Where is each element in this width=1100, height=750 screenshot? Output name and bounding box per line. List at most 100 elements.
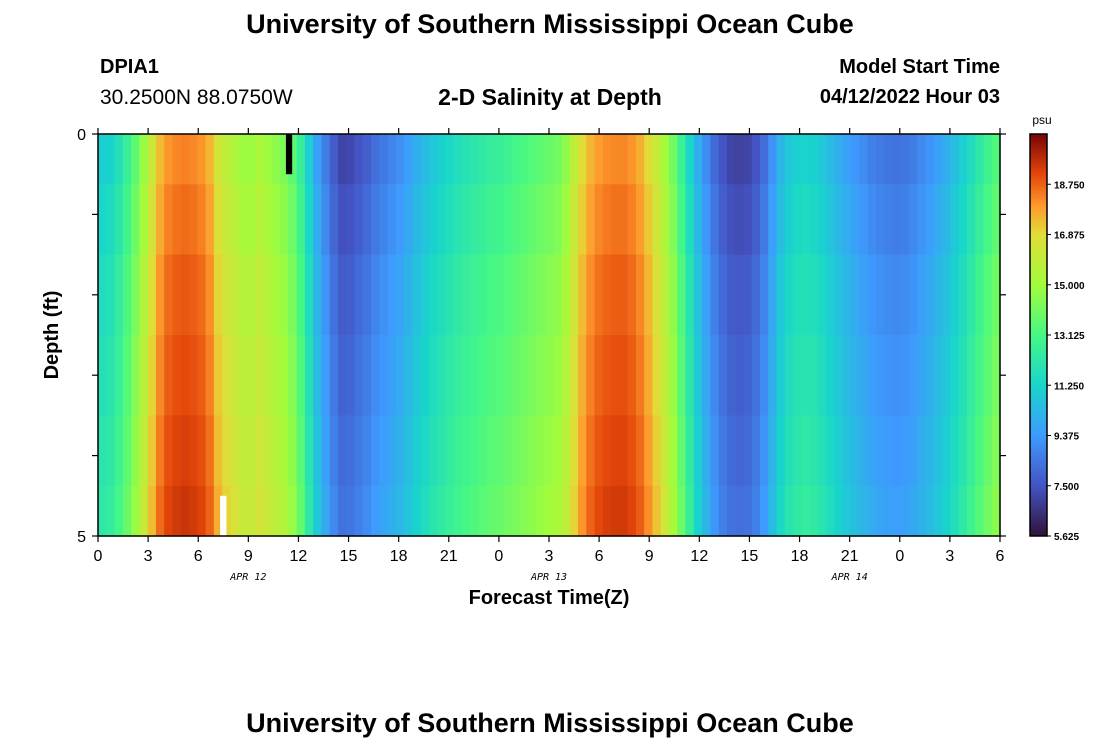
heatmap-cell xyxy=(246,254,256,336)
heatmap-cell xyxy=(280,134,289,185)
heatmap-cell xyxy=(859,415,869,487)
heatmap-cell xyxy=(875,184,885,256)
heatmap-cell xyxy=(760,184,769,256)
date-label: APR 12 xyxy=(229,572,266,583)
heatmap-cell xyxy=(147,415,157,487)
heatmap-cell xyxy=(594,335,604,416)
heatmap-cell xyxy=(313,335,323,416)
heatmap-cell xyxy=(942,184,951,256)
heatmap-cell xyxy=(776,134,786,185)
heatmap-cell xyxy=(429,485,438,537)
heatmap-cell xyxy=(801,134,811,185)
heatmap-cell xyxy=(205,335,215,416)
heatmap-cell xyxy=(908,485,918,537)
heatmap-cell xyxy=(760,254,769,336)
heatmap-cell xyxy=(197,485,207,537)
heatmap-cell xyxy=(288,254,298,336)
heatmap-cell xyxy=(677,184,687,256)
heatmap-cell xyxy=(371,254,380,336)
heatmap-cell xyxy=(793,415,802,487)
heatmap-cell xyxy=(718,134,728,185)
heatmap-cell xyxy=(189,134,198,185)
heatmap-cell xyxy=(586,254,596,336)
heatmap-cell xyxy=(710,134,720,185)
heatmap-cell xyxy=(577,415,587,487)
heatmap-cell xyxy=(445,335,455,416)
heatmap-cell xyxy=(685,254,695,336)
heatmap-cell xyxy=(147,184,157,256)
heatmap-cell xyxy=(718,415,728,487)
heatmap-cell xyxy=(495,254,505,336)
heatmap-cell xyxy=(404,335,414,416)
heatmap-cell xyxy=(98,254,107,336)
colorbar-gradient xyxy=(1029,133,1048,537)
heatmap-cell xyxy=(743,134,753,185)
heatmap-cell xyxy=(594,254,604,336)
heatmap-cell xyxy=(122,485,132,537)
heatmap-cell xyxy=(304,254,314,336)
heatmap-cell xyxy=(271,485,281,537)
heatmap-cell xyxy=(884,254,894,336)
heatmap-cell xyxy=(147,335,157,416)
heatmap-cell xyxy=(594,134,604,185)
heatmap-cell xyxy=(933,134,943,185)
heatmap-cell xyxy=(437,485,447,537)
station-id: DPIA1 xyxy=(100,56,159,78)
heatmap-cell xyxy=(420,184,430,256)
heatmap-cell xyxy=(660,335,670,416)
heatmap-cell xyxy=(395,254,405,336)
heatmap-cell xyxy=(486,335,496,416)
heatmap-cell xyxy=(925,184,935,256)
heatmap-cell xyxy=(213,335,223,416)
heatmap-cell xyxy=(702,485,711,537)
heatmap-cell xyxy=(478,485,488,537)
heatmap-cell xyxy=(180,415,190,487)
colorbar-tick-label: 13.125 xyxy=(1054,331,1085,342)
heatmap-cell xyxy=(842,335,852,416)
heatmap-cell xyxy=(867,335,877,416)
heatmap-cell xyxy=(685,134,695,185)
heatmap-cell xyxy=(337,254,347,336)
heatmap-cell xyxy=(693,485,703,537)
heatmap-cell xyxy=(801,415,811,487)
heatmap-cell xyxy=(884,184,894,256)
colorbar: psu 5.625 7.500 9.375 11.250 13.125 15.000 16.… xyxy=(1029,113,1085,543)
heatmap-cell xyxy=(255,254,265,336)
heatmap-cell xyxy=(569,184,579,256)
heatmap-cell xyxy=(619,184,629,256)
heatmap-cell xyxy=(983,184,993,256)
heatmap-cell xyxy=(991,415,1001,487)
heatmap-cell xyxy=(544,254,554,336)
heatmap-cell xyxy=(395,415,405,487)
heatmap-cell xyxy=(337,134,347,185)
heatmap-cell xyxy=(520,485,529,537)
heatmap-cell xyxy=(122,335,132,416)
heatmap-cell xyxy=(793,335,802,416)
heatmap-cell xyxy=(925,254,935,336)
heatmap-cell xyxy=(635,184,645,256)
heatmap-cell xyxy=(710,254,720,336)
heatmap-cell xyxy=(139,134,149,185)
heatmap-cell xyxy=(371,184,380,256)
heatmap-cell xyxy=(445,415,455,487)
heatmap-cell xyxy=(155,134,165,185)
heatmap-cell xyxy=(834,184,844,256)
heatmap-cell xyxy=(230,254,240,336)
heatmap-cell xyxy=(528,254,538,336)
heatmap-cell xyxy=(925,415,935,487)
heatmap-cell xyxy=(685,184,695,256)
heatmap-cell xyxy=(892,415,902,487)
heatmap-cell xyxy=(379,335,389,416)
heatmap-cell xyxy=(644,134,654,185)
heatmap-cell xyxy=(106,134,116,185)
heatmap-cell xyxy=(412,415,422,487)
heatmap-cell xyxy=(528,134,538,185)
heatmap-cell xyxy=(942,134,951,185)
x-tick-label: 12 xyxy=(690,548,708,565)
heatmap-cell xyxy=(387,184,397,256)
heatmap-cells xyxy=(98,134,1001,537)
heatmap-cell xyxy=(793,485,802,537)
heatmap-cell xyxy=(189,485,198,537)
heatmap-cell xyxy=(958,254,968,336)
heatmap-cell xyxy=(768,134,778,185)
